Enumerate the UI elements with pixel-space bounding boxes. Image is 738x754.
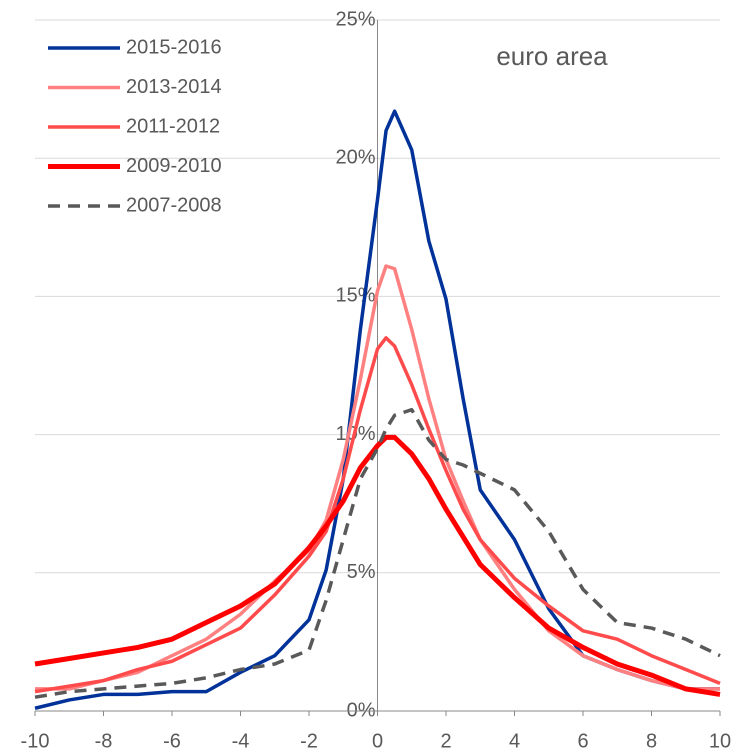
x-tick-label: -8 (95, 730, 113, 752)
chart-annotation: euro area (496, 41, 608, 71)
x-tick-label: 8 (646, 730, 657, 752)
y-tick-label: 25% (335, 8, 375, 30)
series-line (34, 407, 721, 699)
x-tick-label: 4 (509, 730, 520, 752)
series-line (34, 434, 721, 697)
legend-label: 2009-2010 (126, 155, 222, 177)
legend-label: 2013-2014 (126, 76, 222, 98)
legend-label: 2007-2008 (126, 194, 222, 216)
x-tick-label: -6 (163, 730, 181, 752)
y-tick-label: 15% (335, 285, 375, 307)
legend-label: 2015-2016 (126, 36, 222, 58)
x-tick-label: -2 (300, 730, 318, 752)
x-tick-label: -10 (21, 730, 50, 752)
y-tick-label: 5% (347, 561, 376, 583)
x-tick-label: 6 (577, 730, 588, 752)
plot: 0%5%10%15%20%25%-10 -8 -6 -4 -2 0 2 4 6 8 102015-2… (21, 8, 732, 752)
y-tick-label: 0% (347, 699, 376, 721)
series-line (34, 336, 721, 694)
series-line (35, 264, 720, 691)
x-tick-label: 10 (709, 730, 731, 752)
x-tick-label: 0 (372, 730, 383, 752)
x-tick-label: 2 (440, 730, 451, 752)
y-tick-label: 20% (335, 146, 375, 168)
legend-label: 2011-2012 (126, 115, 220, 137)
x-tick-label: -4 (232, 730, 250, 752)
